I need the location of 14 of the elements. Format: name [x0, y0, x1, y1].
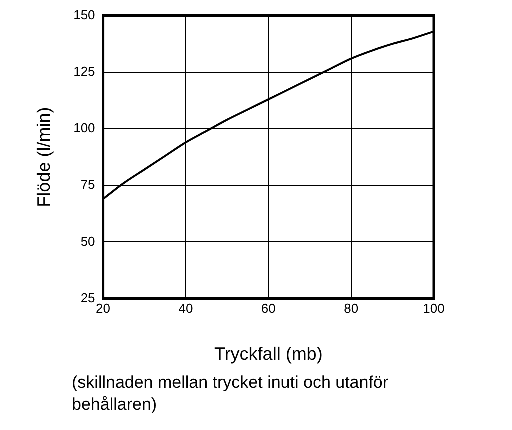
x-tick-label: 60	[261, 301, 276, 316]
x-tick-label: 20	[96, 301, 111, 316]
y-tick-label: 150	[74, 7, 96, 22]
y-tick-label: 50	[80, 234, 96, 249]
y-tick-label: 100	[74, 120, 96, 136]
y-tick-label: 25	[80, 290, 96, 306]
x-tick-label: 100	[423, 301, 445, 316]
x-tick-label: 80	[344, 301, 359, 316]
y-tick-label: 125	[74, 64, 96, 79]
text: (skillnaden mellan trycket inuti och utanför behållaren)	[72, 372, 390, 416]
y-axis-title: Flöde (l/min)	[34, 107, 54, 208]
x-tick-label: 40	[178, 301, 194, 316]
x-axis-title: Tryckfall (mb)	[214, 344, 323, 364]
y-tick-label: 75	[80, 177, 96, 192]
